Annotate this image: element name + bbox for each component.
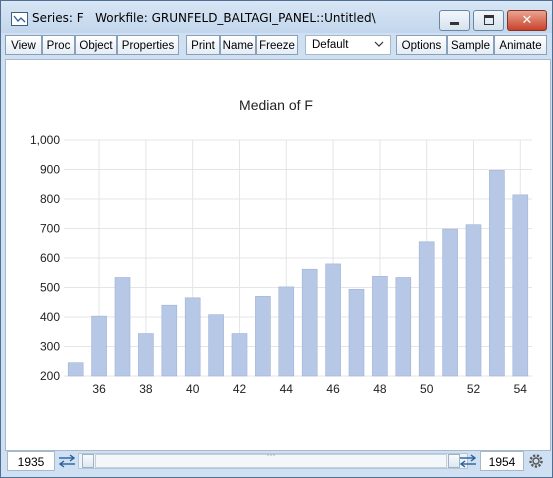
scroll-grip-icon: ⋯ [266, 451, 276, 461]
maximize-button[interactable] [473, 10, 504, 31]
y-tick-label: 1,000 [30, 133, 60, 147]
minimize-button[interactable] [439, 10, 470, 31]
bar [325, 263, 341, 377]
bar [278, 286, 295, 377]
y-tick-label: 200 [40, 369, 60, 383]
properties-button[interactable]: Properties [117, 35, 179, 55]
bar [114, 277, 131, 377]
bar [91, 315, 107, 377]
sample-start-year: 1935 [7, 451, 55, 471]
bar [348, 288, 365, 377]
window-title: Series: F Workfile: GRUNFELD_BALTAGI_PAN… [32, 11, 376, 25]
y-tick-label: 900 [40, 163, 60, 177]
bar [208, 314, 224, 377]
x-tick-label: 52 [467, 382, 481, 396]
proc-button[interactable]: Proc [42, 35, 75, 55]
toolbar: View Proc Object Properties Print Name F… [5, 35, 549, 57]
y-tick-label: 300 [40, 340, 60, 354]
freeze-button[interactable]: Freeze [256, 35, 298, 55]
y-tick-label: 800 [40, 192, 60, 206]
bar [67, 362, 84, 377]
chart-title: Median of F [239, 97, 313, 113]
x-tick-label: 38 [139, 382, 153, 396]
x-tick-label: 40 [186, 382, 200, 396]
status-bar: 1935 ⋯ 1954 [5, 451, 549, 473]
graph-area[interactable]: Median of F 200 300 400 500 600 700 800 900 1,00… [5, 59, 551, 451]
bar [465, 224, 482, 377]
x-tick-label: 50 [420, 382, 434, 396]
print-button[interactable]: Print [186, 35, 220, 55]
bar [489, 170, 505, 377]
bar-chart: 200 300 400 500 600 700 800 900 1,000 36 38 40 42 44 4… [30, 133, 532, 396]
close-icon: ✕ [521, 13, 533, 28]
x-tick-label: 44 [280, 382, 294, 396]
animate-button[interactable]: Animate [494, 35, 547, 55]
x-tick-label: 48 [373, 382, 387, 396]
bar [161, 304, 178, 377]
x-tick-label: 54 [514, 382, 528, 396]
chevron-down-icon [374, 41, 384, 47]
bar [372, 275, 388, 377]
close-button[interactable]: ✕ [507, 10, 547, 31]
scroll-end-handle[interactable] [448, 454, 460, 468]
bar [255, 296, 271, 377]
x-tick-label: 36 [92, 382, 106, 396]
bar [395, 277, 412, 377]
sample-scrollbar[interactable]: ⋯ [78, 451, 468, 469]
maximize-icon [484, 15, 494, 25]
sample-button[interactable]: Sample [447, 35, 494, 55]
bar [231, 333, 248, 377]
options-button[interactable]: Options [396, 35, 447, 55]
name-button[interactable]: Name [220, 35, 256, 55]
sample-end-year: 1954 [480, 451, 524, 471]
swap-arrows-icon[interactable] [56, 451, 78, 471]
bar [138, 333, 154, 377]
y-tick-label: 600 [40, 251, 60, 265]
object-button[interactable]: Object [75, 35, 117, 55]
scroll-start-handle[interactable] [82, 454, 94, 468]
x-tick-label: 42 [233, 382, 247, 396]
swap-arrows-icon-end[interactable] [457, 451, 479, 471]
view-button[interactable]: View [5, 35, 42, 55]
display-mode-select[interactable]: Default [305, 35, 391, 55]
bar [184, 297, 201, 377]
bar [301, 268, 318, 377]
y-tick-label: 700 [40, 222, 60, 236]
bar [512, 194, 529, 377]
bar [442, 228, 458, 377]
minimize-icon [450, 22, 459, 25]
y-tick-label: 400 [40, 310, 60, 324]
bar [418, 241, 435, 377]
title-bar[interactable]: Series: F Workfile: GRUNFELD_BALTAGI_PAN… [1, 1, 552, 33]
scroll-thumb[interactable]: ⋯ [95, 451, 447, 468]
series-graph-icon [11, 12, 28, 26]
x-tick-label: 46 [326, 382, 340, 396]
gear-icon[interactable] [527, 452, 545, 470]
display-mode-value: Default [312, 39, 349, 51]
y-tick-label: 500 [40, 281, 60, 295]
